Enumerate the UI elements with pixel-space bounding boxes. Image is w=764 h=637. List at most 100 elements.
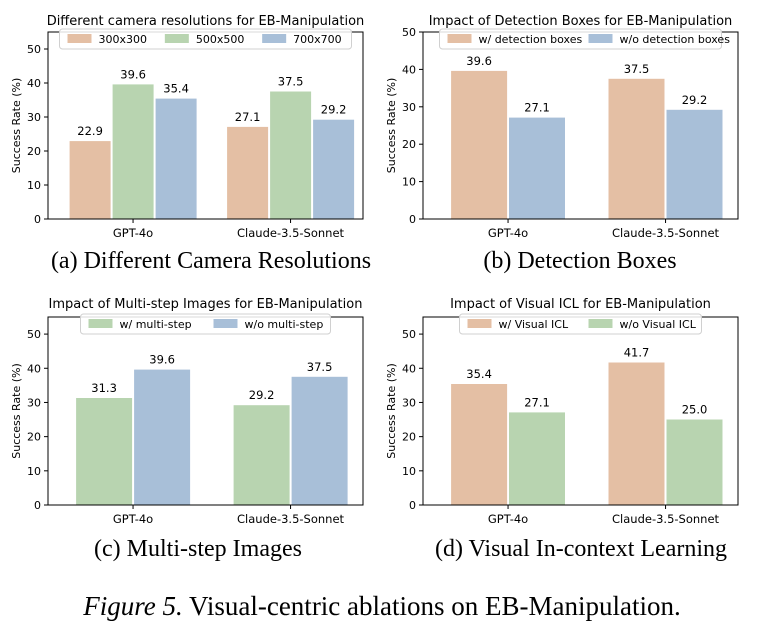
legend-swatch <box>164 34 189 43</box>
legend-box <box>80 313 331 335</box>
bar-w-detection-boxes-gpt-4o <box>451 70 508 220</box>
data-label: 29.2 <box>321 103 347 117</box>
y-tick-label: 0 <box>409 213 416 226</box>
y-axis-label: Success Rate (%) <box>10 78 23 174</box>
legend-swatch <box>262 34 287 43</box>
caption-text: Visual-centric ablations on EB-Manipulat… <box>183 591 681 621</box>
data-label: 41.7 <box>624 346 650 360</box>
legend-box <box>459 313 702 335</box>
y-tick-label: 20 <box>402 138 416 151</box>
bar-700x700-claude-3-5-sonnet <box>313 119 355 219</box>
y-tick-label: 10 <box>27 179 41 192</box>
data-label: 27.1 <box>524 395 550 409</box>
bar-w-detection-boxes-claude-3-5-sonnet <box>608 78 665 220</box>
chart-panel-a: 22.9 27.1 39.6 37.5 35.4 29.2 0 10 20 30 40 50 GPT-4… <box>10 14 364 240</box>
x-tick-label: GPT-4o <box>113 512 153 526</box>
legend: w/ multi-step w/o multi-step <box>80 313 331 335</box>
data-label: 31.3 <box>91 381 117 395</box>
legend-entry: 300x300 <box>99 33 148 46</box>
legend-entry: w/o Visual ICL <box>620 318 697 331</box>
y-tick-label: 30 <box>27 111 41 124</box>
bar-500x500-claude-3-5-sonnet <box>270 91 312 219</box>
subcaption: (a) Different Camera Resolutions <box>51 248 371 274</box>
bar-300x300-gpt-4o <box>69 141 111 219</box>
legend-entry: 500x500 <box>196 33 245 46</box>
y-tick-label: 30 <box>402 396 416 409</box>
y-tick-label: 10 <box>402 176 416 189</box>
y-tick-label: 20 <box>27 145 41 158</box>
chart-title: Impact of Visual ICL for EB-Manipulation <box>450 297 711 312</box>
data-label: 39.6 <box>120 67 146 81</box>
y-tick-label: 10 <box>27 465 41 478</box>
legend-swatch <box>588 34 613 43</box>
data-label: 29.2 <box>682 93 708 107</box>
chart-title: Impact of Multi-step Images for EB-Manip… <box>49 297 363 312</box>
bar-w-o-detection-boxes-claude-3-5-sonnet <box>666 109 723 219</box>
y-tick-label: 40 <box>402 63 416 76</box>
data-label: 37.5 <box>307 360 333 374</box>
y-axis-label: Success Rate (%) <box>385 363 398 459</box>
legend-swatch <box>588 319 613 328</box>
legend-swatch <box>467 319 492 328</box>
legend-swatch <box>88 319 113 328</box>
y-tick-label: 40 <box>402 362 416 375</box>
y-tick-label: 50 <box>402 328 416 341</box>
legend-swatch <box>213 319 238 328</box>
x-tick-label: GPT-4o <box>488 226 528 240</box>
subcaption: (b) Detection Boxes <box>483 248 676 274</box>
chart-title: Impact of Detection Boxes for EB-Manipul… <box>429 14 733 29</box>
legend: w/ detection boxes w/o detection boxes <box>439 28 731 50</box>
x-tick-label: Claude-3.5-Sonnet <box>612 512 720 526</box>
bar-w-o-visual-icl-gpt-4o <box>509 412 565 505</box>
data-label: 27.1 <box>524 101 550 115</box>
y-tick-label: 30 <box>27 396 41 409</box>
legend: 300x300 500x500 700x700 <box>59 28 352 50</box>
data-label: 25.0 <box>682 403 708 417</box>
bar-w-o-multi-step-gpt-4o <box>134 369 191 505</box>
legend-entry: w/o detection boxes <box>620 33 731 46</box>
y-tick-label: 50 <box>27 328 41 341</box>
bar-500x500-gpt-4o <box>112 84 154 220</box>
y-axis-label: Success Rate (%) <box>385 78 398 174</box>
subcaption: (d) Visual In-context Learning <box>435 536 727 562</box>
bar-w-o-multi-step-claude-3-5-sonnet <box>291 376 348 505</box>
bar-w-multi-step-claude-3-5-sonnet <box>233 405 290 505</box>
data-label: 27.1 <box>235 110 261 124</box>
y-tick-label: 20 <box>27 431 41 444</box>
chart-title: Different camera resolutions for EB-Mani… <box>47 14 365 29</box>
y-tick-label: 20 <box>402 431 416 444</box>
data-label: 39.6 <box>149 353 175 367</box>
y-tick-label: 30 <box>402 101 416 114</box>
data-label: 29.2 <box>249 388 275 402</box>
legend-entry: w/ Visual ICL <box>499 318 569 331</box>
chart-panel-b: 39.6 37.5 27.1 29.2 0 10 20 30 40 50 GPT-4o Claude-… <box>385 14 739 240</box>
bar-w-visual-icl-claude-3-5-sonnet <box>608 362 665 505</box>
bar-w-multi-step-gpt-4o <box>76 398 133 505</box>
y-tick-label: 0 <box>409 499 416 512</box>
legend-box <box>439 28 722 50</box>
y-tick-label: 50 <box>27 43 41 56</box>
x-tick-label: Claude-3.5-Sonnet <box>612 226 720 240</box>
x-tick-label: GPT-4o <box>488 512 528 526</box>
y-tick-label: 0 <box>34 499 41 512</box>
caption-prefix: Figure 5. <box>82 591 182 621</box>
legend-entry: w/ multi-step <box>120 318 192 331</box>
chart-panel-c: 31.3 29.2 39.6 37.5 0 10 20 30 40 50 GPT-4o Claude-… <box>10 297 364 526</box>
data-label: 35.4 <box>163 82 189 96</box>
x-tick-label: GPT-4o <box>113 226 153 240</box>
legend-swatch <box>67 34 92 43</box>
bar-w-o-visual-icl-claude-3-5-sonnet <box>666 419 723 505</box>
x-tick-label: Claude-3.5-Sonnet <box>237 226 345 240</box>
data-label: 22.9 <box>77 124 103 138</box>
data-label: 35.4 <box>466 367 492 381</box>
bar-w-visual-icl-gpt-4o <box>451 384 508 505</box>
y-tick-label: 0 <box>34 213 41 226</box>
bar-300x300-claude-3-5-sonnet <box>227 126 269 219</box>
figure-caption: Figure 5. Visual-centric ablations on EB… <box>82 591 681 621</box>
subcaption: (c) Multi-step Images <box>94 536 302 562</box>
y-tick-label: 10 <box>402 465 416 478</box>
legend: w/ Visual ICL w/o Visual ICL <box>459 313 702 335</box>
data-label: 37.5 <box>624 62 650 76</box>
y-tick-label: 40 <box>27 77 41 90</box>
